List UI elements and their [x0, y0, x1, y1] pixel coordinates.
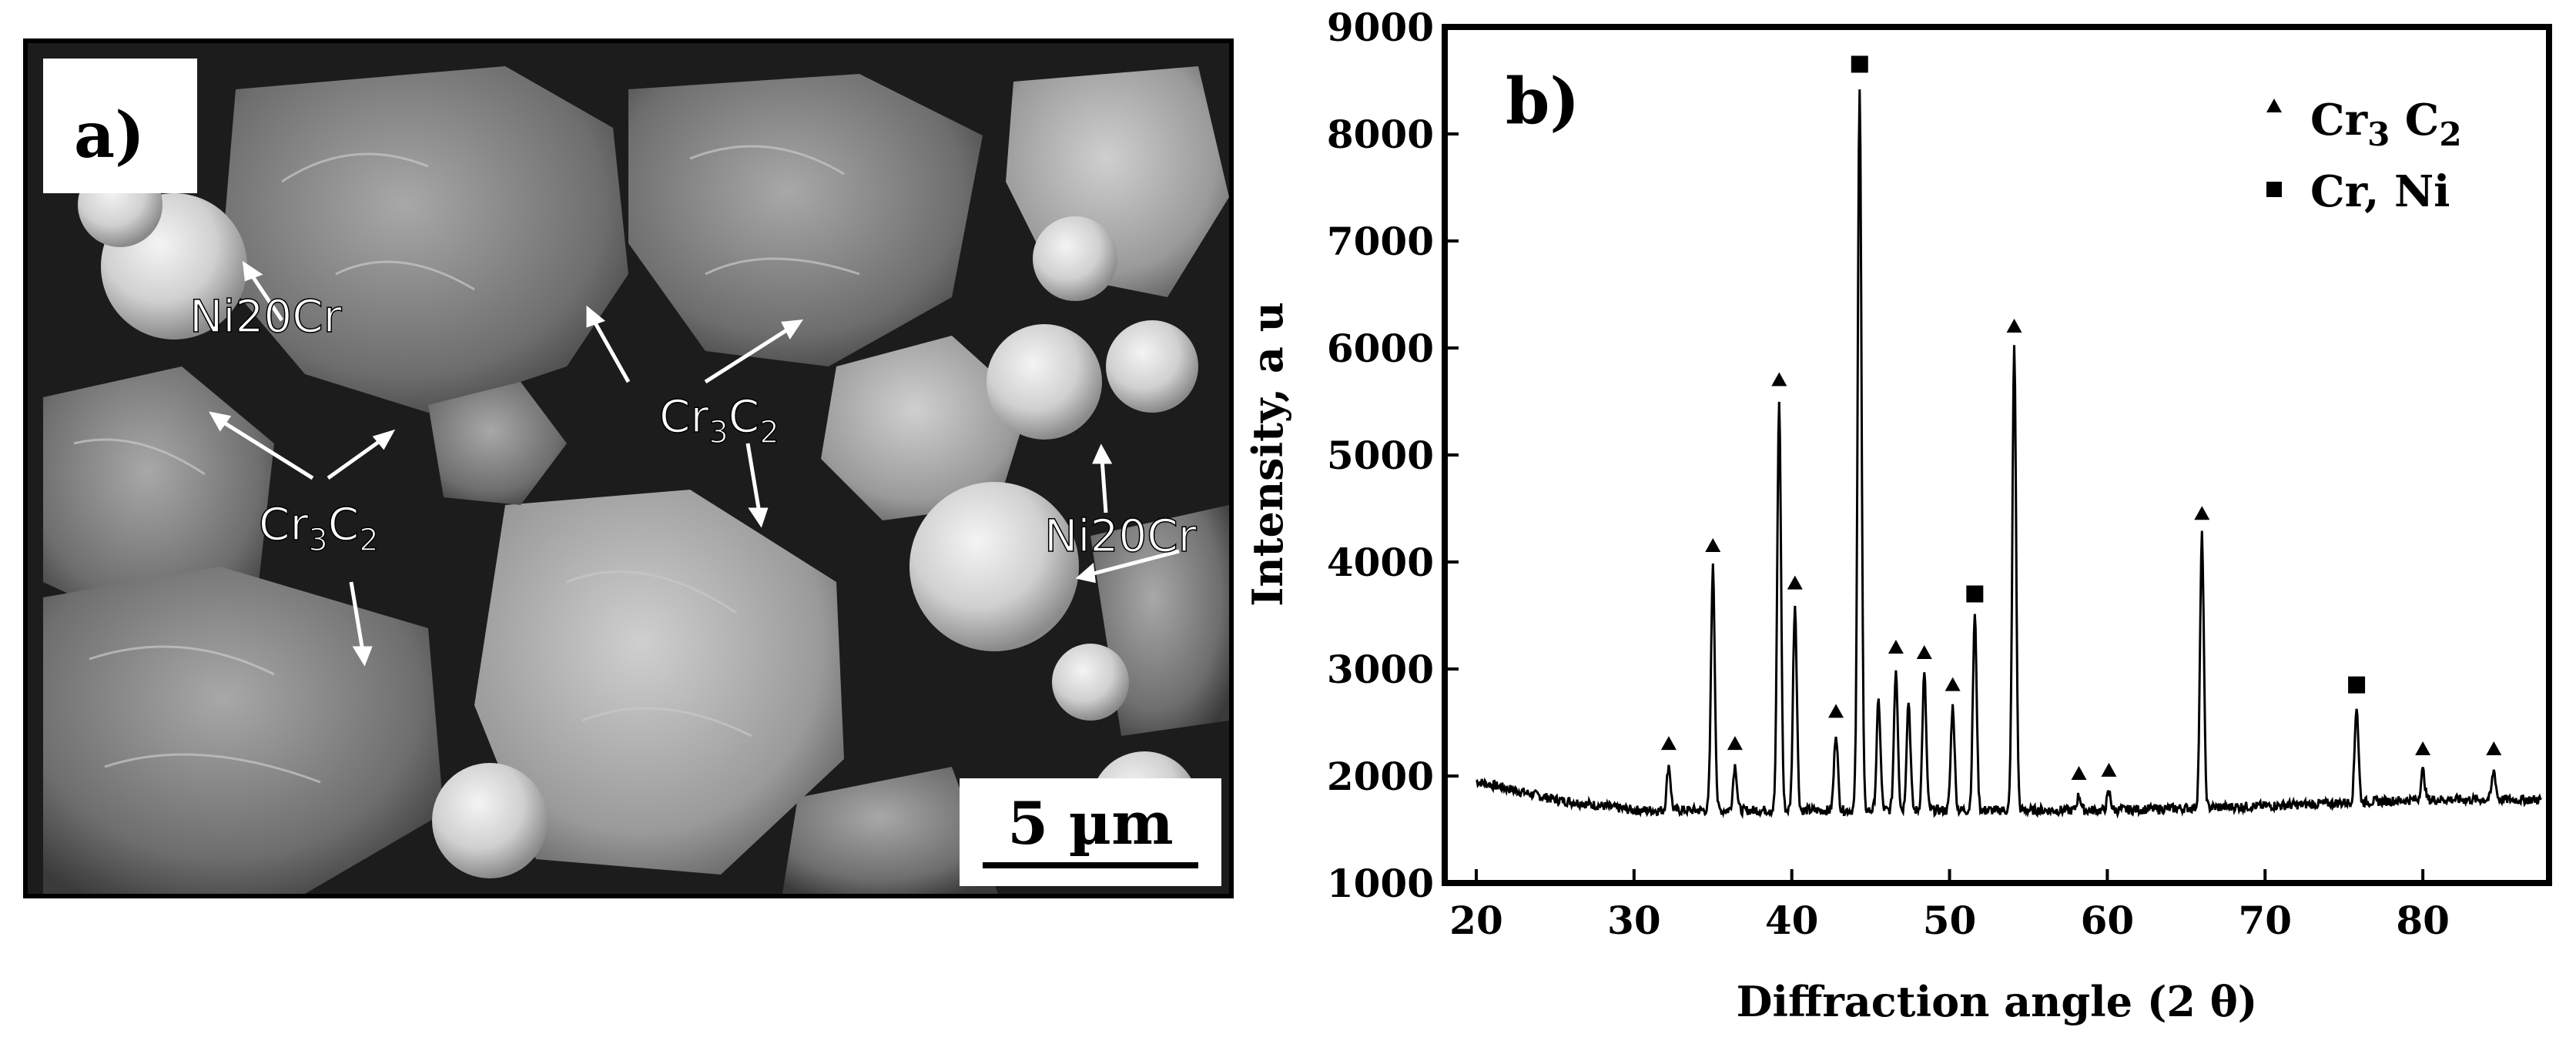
- carbide-particle: [428, 382, 567, 505]
- ni20cr-sphere: [909, 482, 1079, 651]
- y-tick-label: 5000: [1327, 433, 1434, 478]
- peak-marker-cr3c2: [1828, 704, 1844, 718]
- carbide-particle: [474, 490, 844, 875]
- carbide-particle: [821, 336, 1029, 520]
- x-tick-label: 70: [2238, 898, 2292, 943]
- carbide-particle: [782, 767, 998, 894]
- cr3c2-label-center: Cr3C2: [659, 390, 779, 450]
- peak-marker-cr3c2: [1787, 575, 1803, 590]
- ni20cr-sphere: [432, 763, 548, 878]
- cr3c2-label-left: Cr3C2: [259, 498, 379, 558]
- peak-markers: [1660, 55, 2502, 781]
- peak-marker-cr-ni: [1966, 585, 1984, 603]
- peak-marker-cr3c2: [2415, 741, 2431, 756]
- peak-marker-cr3c2: [2006, 319, 2022, 333]
- panel-a-label-box: [43, 59, 197, 193]
- peak-marker-cr3c2: [1945, 677, 1961, 691]
- y-tick-label: 9000: [1327, 5, 1434, 50]
- ni20cr-sphere: [1033, 216, 1117, 301]
- x-tick-label: 60: [2081, 898, 2135, 943]
- panel-b-label: b): [1506, 65, 1579, 139]
- peak-marker-cr3c2: [2071, 766, 2087, 781]
- peak-marker-cr3c2: [2194, 506, 2210, 520]
- carbide-particle: [43, 366, 274, 628]
- y-tick-label: 4000: [1327, 540, 1434, 585]
- legend-item-cr3c2: Cr3 C2: [2310, 95, 2462, 153]
- panel-a-label: a): [74, 99, 145, 172]
- peak-marker-cr3c2: [2101, 762, 2117, 777]
- legend-item-cr-ni: Cr, Ni: [2310, 166, 2450, 217]
- x-tick-label: 30: [1607, 898, 1661, 943]
- plot-area: [1442, 24, 2552, 886]
- x-tick-label: 40: [1765, 898, 1819, 943]
- ni20cr-label-right: Ni20Cr: [1044, 510, 1197, 562]
- ni20cr-label-top: Ni20Cr: [189, 290, 342, 343]
- sem-micrograph-panel: a) Ni20Cr Cr3C2 Cr3C2: [23, 38, 1234, 898]
- carbide-particle: [220, 66, 628, 413]
- x-axis: 20 30 40 50 60 70 80: [1449, 869, 2450, 943]
- xrd-pattern-line: [1476, 89, 2542, 819]
- peak-marker-cr3c2: [1916, 644, 1932, 659]
- y-tick-label: 8000: [1327, 112, 1434, 157]
- x-tick-label: 80: [2396, 898, 2450, 943]
- peak-marker-cr3c2: [1771, 372, 1787, 386]
- ni20cr-sphere: [1106, 320, 1198, 413]
- y-tick-label: 6000: [1327, 326, 1434, 371]
- y-tick-label: 2000: [1327, 754, 1434, 799]
- x-axis-title: Diffraction angle (2 θ): [1737, 977, 2258, 1026]
- y-tick-label: 3000: [1327, 647, 1434, 692]
- peak-marker-cr-ni: [1851, 55, 1868, 73]
- y-axis: 1000 2000 3000 4000 5000 6000 7000 8000 9000: [1327, 5, 1459, 906]
- legend: Cr3 C2 Cr, Ni: [2266, 95, 2462, 217]
- carbide-particle: [628, 74, 983, 366]
- peak-marker-cr-ni: [2348, 676, 2366, 694]
- x-tick-label: 20: [1449, 898, 1503, 943]
- ni20cr-sphere: [987, 324, 1102, 440]
- ni20cr-sphere: [1052, 644, 1129, 721]
- x-tick-label: 50: [1923, 898, 1977, 943]
- peak-marker-cr3c2: [1705, 537, 1721, 552]
- peak-marker-cr3c2: [1660, 736, 1677, 751]
- sem-image: a) Ni20Cr Cr3C2 Cr3C2: [28, 43, 1229, 894]
- legend-square-marker: [2266, 182, 2282, 197]
- y-tick-label: 7000: [1327, 219, 1434, 264]
- peak-marker-cr3c2: [2486, 741, 2502, 756]
- peak-marker-cr3c2: [1727, 736, 1743, 751]
- legend-triangle-marker: [2266, 99, 2282, 112]
- y-axis-title: Intensity, a u: [1243, 302, 1292, 607]
- peak-marker-cr3c2: [1888, 640, 1904, 654]
- scale-bar-label: 5 µm: [1007, 789, 1173, 858]
- y-tick-label: 1000: [1327, 861, 1434, 906]
